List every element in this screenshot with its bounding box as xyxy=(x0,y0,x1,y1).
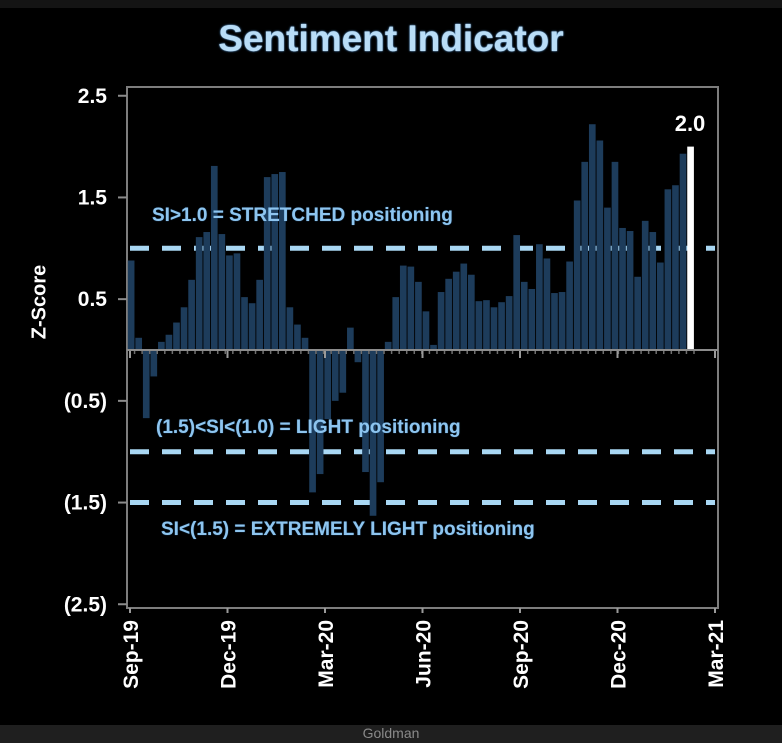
svg-text:Mar-20: Mar-20 xyxy=(315,620,338,688)
svg-text:Dec-20: Dec-20 xyxy=(608,620,631,689)
svg-text:Dec-19: Dec-19 xyxy=(218,620,241,689)
svg-text:Sep-20: Sep-20 xyxy=(510,620,533,689)
annotation-stretched-positioning: SI>1.0 = STRETCHED positioning xyxy=(152,205,453,226)
last-value-label: 2.0 xyxy=(674,111,706,136)
source-label: Goldman xyxy=(362,725,420,741)
chart-title: Sentiment Indicator xyxy=(218,18,564,59)
svg-text:Mar-21: Mar-21 xyxy=(705,620,728,688)
svg-text:(1.5): (1.5) xyxy=(64,492,107,515)
svg-text:0.5: 0.5 xyxy=(78,288,108,311)
annotation-light-positioning: (1.5)<SI<(1.0) = LIGHT positioning xyxy=(156,417,461,438)
top-strip xyxy=(0,0,782,8)
y-axis-title: Z-Score xyxy=(28,264,51,340)
annotation-extremely-light-positioning: SI<(1.5) = EXTREMELY LIGHT positioning xyxy=(161,519,535,540)
source-strip: Goldman xyxy=(0,725,782,743)
svg-text:1.5: 1.5 xyxy=(78,186,108,209)
svg-text:2.5: 2.5 xyxy=(78,85,108,108)
svg-text:Sep-19: Sep-19 xyxy=(120,620,143,689)
svg-text:Jun-20: Jun-20 xyxy=(413,620,436,688)
svg-text:(2.5): (2.5) xyxy=(64,593,107,616)
svg-text:(0.5): (0.5) xyxy=(64,390,107,413)
